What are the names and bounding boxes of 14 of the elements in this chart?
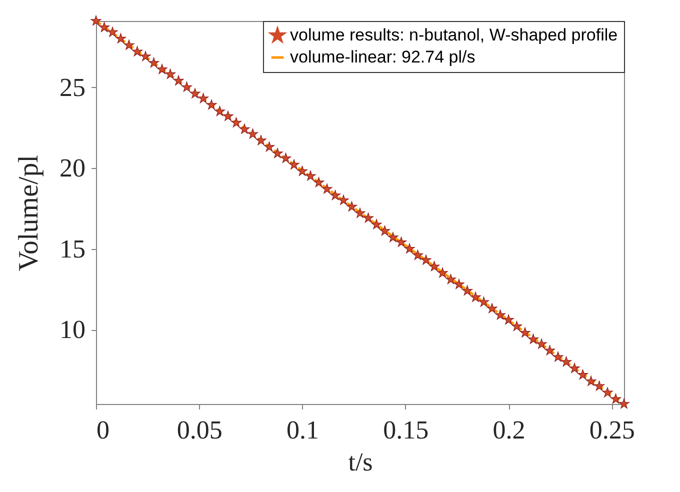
x-axis-title: t/s: [348, 448, 373, 476]
x-tick-label: 0.1: [286, 416, 319, 444]
y-axis-title: Volume/pl: [14, 154, 44, 272]
x-tick-label: 0.05: [176, 416, 222, 444]
legend-label: volume results: n-butanol, W-shaped profile: [290, 26, 618, 44]
y-tick-label: 20: [60, 154, 86, 183]
x-tick-label: 0.25: [589, 416, 635, 444]
y-tick-label: 25: [60, 72, 86, 102]
y-tick-label: 15: [60, 234, 86, 264]
x-tick-label: 0: [96, 416, 110, 444]
y-tick-label: 10: [60, 315, 86, 344]
legend-label: volume-linear: 92.74 pl/s: [290, 48, 476, 66]
x-tick-label: 0.2: [492, 416, 526, 444]
x-tick-label: 0.15: [383, 416, 429, 444]
